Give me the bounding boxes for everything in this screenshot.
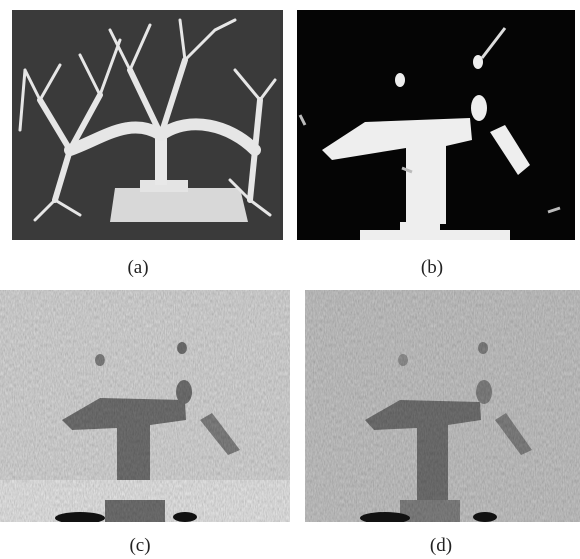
- panel-c-image: [0, 290, 290, 524]
- caption: (a): [127, 257, 148, 278]
- caption: (b): [421, 257, 443, 278]
- page: (a) (b) (c) (d) (() => { const data = JS…: [0, 0, 580, 559]
- panel-b-image: [297, 10, 575, 240]
- caption: (c): [129, 535, 150, 556]
- figure: (a) (b) (c) (d): [0, 0, 580, 559]
- panel-a-image: [12, 10, 283, 240]
- panel-d-image: [305, 290, 580, 524]
- caption: (d): [430, 535, 452, 556]
